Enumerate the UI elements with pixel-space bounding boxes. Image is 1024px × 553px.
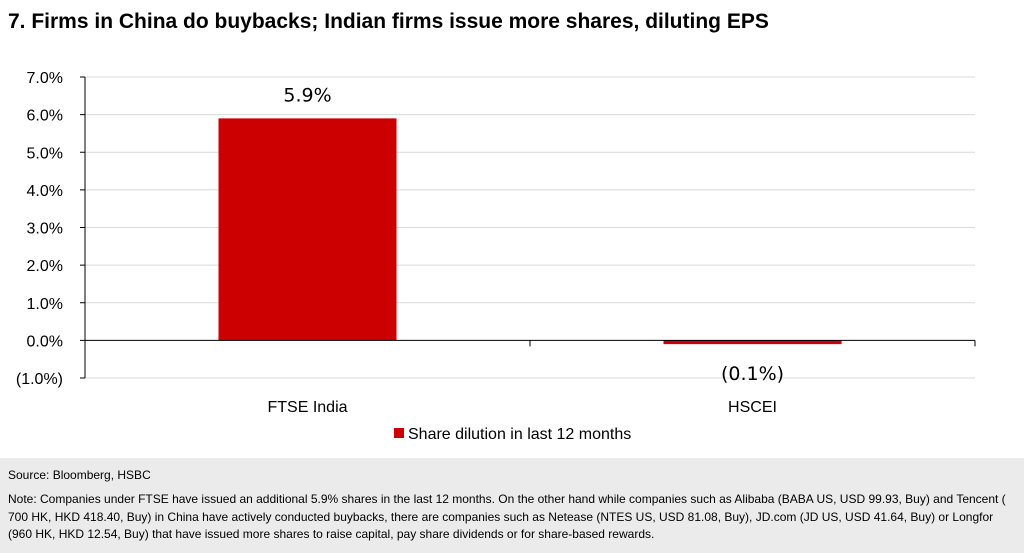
y-tick-label: 4.0% — [27, 183, 63, 200]
legend-label: Share dilution in last 12 months — [408, 426, 631, 443]
y-tick-label: 2.0% — [27, 258, 63, 275]
category-label: FTSE India — [267, 399, 347, 416]
x-axis: FTSE India HSCEI — [84, 339, 976, 416]
y-tick-label: 6.0% — [27, 108, 63, 125]
note-text: Note: Companies under FTSE have issued a… — [8, 492, 1006, 541]
chart-title: 7. Firms in China do buybacks; Indian fi… — [8, 10, 769, 33]
y-axis: 7.0% 6.0% 5.0% 4.0% 3.0% 2.0% 1.0% 0.0% (1.0%) — [16, 70, 86, 388]
footer-panel — [0, 458, 1024, 553]
data-label: (0.1%) — [721, 363, 784, 385]
y-tick-label: 3.0% — [27, 221, 63, 238]
data-label: 5.9% — [283, 84, 331, 106]
bar-hscei — [663, 340, 842, 345]
y-tick-label: 5.0% — [27, 145, 63, 162]
gridlines — [85, 76, 975, 379]
data-labels: 5.9% (0.1%) — [283, 84, 784, 385]
y-tick-label: 7.0% — [27, 70, 63, 87]
bar-chart: 7.0% 6.0% 5.0% 4.0% 3.0% 2.0% 1.0% 0.0% (1.0%) F… — [16, 70, 976, 443]
category-label: HSCEI — [728, 399, 777, 416]
source-text: Source: Bloomberg, HSBC — [8, 468, 151, 482]
legend: Share dilution in last 12 months — [394, 426, 631, 443]
y-tick-label: (1.0%) — [16, 371, 63, 388]
y-tick-label: 1.0% — [27, 296, 63, 313]
y-tick-label: 0.0% — [27, 333, 63, 350]
bars — [218, 118, 842, 345]
bar-ftse-india — [218, 118, 397, 341]
legend-swatch — [394, 428, 404, 438]
